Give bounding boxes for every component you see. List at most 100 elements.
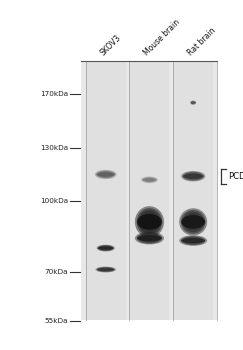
Ellipse shape — [146, 218, 153, 226]
Ellipse shape — [148, 220, 151, 224]
Ellipse shape — [99, 172, 113, 177]
Ellipse shape — [190, 239, 197, 242]
Ellipse shape — [137, 235, 162, 241]
Ellipse shape — [100, 172, 111, 177]
Ellipse shape — [191, 101, 196, 105]
Ellipse shape — [104, 269, 107, 270]
Ellipse shape — [192, 102, 194, 104]
Ellipse shape — [188, 217, 199, 227]
Ellipse shape — [137, 233, 162, 244]
Bar — [173, 61, 213, 320]
Ellipse shape — [191, 240, 195, 241]
Ellipse shape — [96, 172, 115, 177]
Ellipse shape — [143, 177, 156, 182]
Ellipse shape — [146, 237, 153, 240]
Ellipse shape — [98, 246, 113, 250]
Ellipse shape — [148, 237, 151, 239]
Ellipse shape — [137, 208, 162, 236]
Ellipse shape — [191, 220, 195, 224]
Ellipse shape — [192, 176, 195, 177]
Ellipse shape — [192, 102, 194, 103]
Ellipse shape — [142, 214, 157, 230]
Ellipse shape — [186, 173, 201, 180]
Ellipse shape — [186, 238, 200, 243]
Ellipse shape — [135, 206, 164, 238]
Ellipse shape — [186, 215, 200, 229]
Ellipse shape — [100, 246, 111, 250]
Ellipse shape — [183, 174, 204, 179]
Ellipse shape — [96, 170, 115, 178]
Ellipse shape — [182, 172, 204, 181]
Ellipse shape — [102, 247, 109, 249]
Text: 70kDa: 70kDa — [44, 270, 68, 275]
Text: 55kDa: 55kDa — [44, 318, 68, 324]
Ellipse shape — [181, 210, 205, 234]
Ellipse shape — [140, 212, 159, 232]
Ellipse shape — [104, 174, 107, 175]
Ellipse shape — [184, 214, 202, 230]
Ellipse shape — [99, 268, 112, 271]
Text: PCDH10: PCDH10 — [228, 172, 243, 181]
Ellipse shape — [184, 237, 202, 244]
Ellipse shape — [179, 208, 207, 236]
Ellipse shape — [142, 178, 157, 182]
Ellipse shape — [142, 235, 157, 241]
Ellipse shape — [101, 268, 111, 271]
Ellipse shape — [103, 269, 108, 270]
Ellipse shape — [102, 268, 110, 271]
Ellipse shape — [140, 234, 159, 242]
Ellipse shape — [137, 214, 162, 230]
Ellipse shape — [97, 268, 114, 271]
Ellipse shape — [181, 171, 205, 181]
Ellipse shape — [99, 246, 113, 251]
Ellipse shape — [192, 102, 195, 104]
Ellipse shape — [95, 267, 116, 272]
Bar — [86, 61, 126, 320]
Ellipse shape — [187, 174, 199, 179]
Text: 100kDa: 100kDa — [40, 198, 68, 204]
Ellipse shape — [97, 267, 115, 272]
Ellipse shape — [97, 245, 115, 251]
Ellipse shape — [97, 171, 114, 178]
Text: Mouse brain: Mouse brain — [142, 18, 182, 58]
Bar — [81, 61, 217, 320]
Ellipse shape — [135, 232, 164, 244]
Ellipse shape — [188, 239, 199, 243]
Text: 170kDa: 170kDa — [40, 91, 68, 97]
Ellipse shape — [191, 102, 196, 104]
Ellipse shape — [191, 102, 195, 104]
Ellipse shape — [98, 267, 113, 272]
Ellipse shape — [189, 174, 198, 178]
Ellipse shape — [141, 176, 158, 183]
Ellipse shape — [183, 212, 204, 232]
Bar — [129, 61, 169, 320]
Ellipse shape — [145, 178, 154, 182]
Ellipse shape — [139, 210, 160, 234]
Ellipse shape — [102, 173, 110, 176]
Ellipse shape — [146, 178, 153, 181]
Ellipse shape — [104, 247, 108, 249]
Ellipse shape — [95, 170, 117, 179]
Ellipse shape — [181, 236, 205, 245]
Ellipse shape — [181, 215, 205, 229]
Ellipse shape — [179, 235, 207, 246]
Text: Rat brain: Rat brain — [186, 26, 217, 58]
Ellipse shape — [190, 175, 196, 177]
Text: SKOV3: SKOV3 — [98, 34, 122, 58]
Ellipse shape — [103, 173, 108, 176]
Ellipse shape — [144, 236, 155, 240]
Ellipse shape — [139, 233, 160, 243]
Ellipse shape — [183, 237, 204, 245]
Ellipse shape — [181, 238, 205, 243]
Ellipse shape — [190, 100, 196, 105]
Text: 130kDa: 130kDa — [40, 145, 68, 151]
Ellipse shape — [190, 218, 197, 225]
Ellipse shape — [147, 179, 152, 181]
Ellipse shape — [144, 178, 155, 182]
Ellipse shape — [142, 177, 157, 183]
Ellipse shape — [191, 101, 195, 104]
Ellipse shape — [144, 216, 155, 228]
Ellipse shape — [184, 172, 202, 180]
Ellipse shape — [101, 246, 110, 250]
Ellipse shape — [98, 245, 114, 251]
